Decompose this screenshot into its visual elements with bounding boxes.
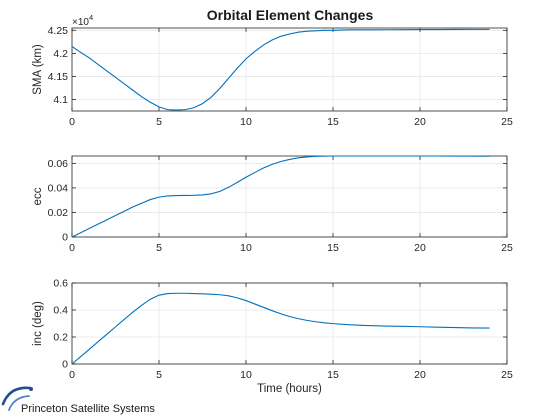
sma-exponent-power: 4: [89, 13, 93, 22]
ecc-y-tick-label: 0.04: [48, 182, 69, 194]
inc-x-tick-label: 0: [69, 369, 75, 381]
sma-ticks: [71, 28, 508, 111]
inc-y-tick-label: 0.2: [53, 332, 68, 344]
orbit-swoosh-icon: [1, 386, 33, 411]
sma-y-tick-label: 4.1: [53, 94, 68, 106]
sma-exponent-label: ×104: [72, 13, 93, 28]
inc-x-tick-label: 25: [501, 369, 513, 381]
sma-y-tick-label: 4.15: [48, 71, 69, 83]
ecc-tick-labels: 0 5 10 15 20 25 0 0.02 0.04 0.06: [48, 158, 513, 254]
sma-exponent-base: ×10: [72, 17, 89, 28]
ecc-ticks: [71, 156, 508, 238]
sma-plot-frame: [71, 27, 508, 112]
ecc-y-tick-label: 0.02: [48, 207, 69, 219]
ecc-x-tick-label: 20: [414, 242, 426, 254]
sma-x-tick-label: 10: [240, 116, 252, 128]
ecc-x-tick-label: 25: [501, 242, 513, 254]
ecc-series-line: [71, 155, 490, 238]
sma-x-tick-label: 5: [156, 116, 162, 128]
ecc-x-tick-label: 15: [327, 242, 339, 254]
company-logo: Princeton Satellite Systems: [1, 386, 155, 415]
ecc-plot-frame: [71, 155, 508, 238]
sma-x-tick-label: 25: [501, 116, 513, 128]
sma-panel: 0 5 10 15 20 25 4.1 4.15 4.2 4.25 SMA (km) ×104: [32, 13, 513, 128]
sma-x-tick-label: 20: [414, 116, 426, 128]
sma-y-tick-label: 4.25: [48, 25, 69, 37]
ecc-panel: 0 5 10 15 20 25 0 0.02 0.04 0.06 ecc: [32, 155, 513, 254]
inc-panel: 0 5 10 15 20 25 0 0.2 0.4 0.6 inc (deg) Time (hou…: [32, 278, 513, 396]
inc-tick-labels: 0 5 10 15 20 25 0 0.2 0.4 0.6: [53, 278, 513, 382]
inc-x-tick-label: 5: [156, 369, 162, 381]
ecc-y-tick-label: 0: [62, 232, 68, 244]
inc-y-tick-label: 0.4: [53, 305, 68, 317]
sma-series-line: [71, 28, 490, 111]
inc-y-axis-label: inc (deg): [32, 301, 44, 346]
ecc-x-tick-label: 5: [156, 242, 162, 254]
company-name: Princeton Satellite Systems: [21, 403, 155, 415]
inc-x-tick-label: 15: [327, 369, 339, 381]
ecc-y-axis-label: ecc: [32, 187, 44, 205]
ecc-y-tick-label: 0.06: [48, 158, 69, 170]
ecc-x-tick-label: 10: [240, 242, 252, 254]
sma-y-tick-label: 4.2: [53, 48, 68, 60]
inc-y-tick-label: 0.6: [53, 278, 68, 290]
sma-tick-labels: 0 5 10 15 20 25 4.1 4.15 4.2 4.25: [48, 25, 513, 128]
sma-x-tick-label: 0: [69, 116, 75, 128]
inc-x-tick-label: 20: [414, 369, 426, 381]
inc-y-tick-label: 0: [62, 359, 68, 371]
sma-x-tick-label: 15: [327, 116, 339, 128]
sma-y-axis-label: SMA (km): [32, 44, 44, 95]
inc-plot-frame: [71, 282, 508, 365]
inc-x-tick-label: 10: [240, 369, 252, 381]
inc-series-line: [71, 292, 490, 365]
ecc-x-tick-label: 0: [69, 242, 75, 254]
inc-ticks: [71, 282, 508, 365]
chart-title: Orbital Element Changes: [207, 7, 374, 23]
x-axis-label: Time (hours): [257, 383, 322, 395]
